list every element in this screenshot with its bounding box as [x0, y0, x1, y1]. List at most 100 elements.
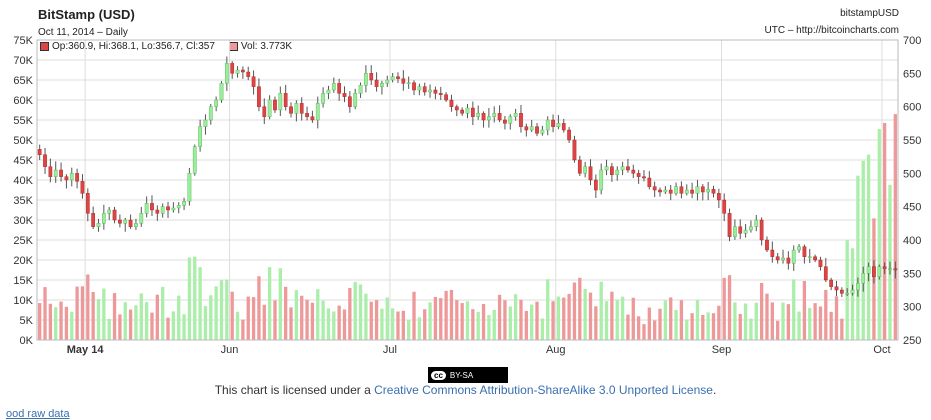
volume-bar	[578, 277, 582, 340]
volume-bar	[562, 297, 566, 340]
volume-bar	[305, 299, 309, 340]
volume-bar	[118, 314, 122, 340]
volume-bar	[658, 308, 662, 340]
candle-body	[711, 189, 716, 194]
candle-body	[695, 186, 700, 194]
candle-body	[759, 219, 764, 241]
candle-body	[91, 213, 96, 227]
candle-body	[567, 129, 571, 141]
price-tick-label: 400	[903, 235, 921, 247]
volume-bar	[706, 312, 710, 340]
candle-body	[492, 113, 497, 117]
price-tick-label: 450	[903, 202, 921, 214]
volume-bar	[588, 292, 593, 340]
candle-body	[561, 123, 566, 131]
volume-bar	[717, 305, 721, 340]
volume-tick-label: 30K	[13, 215, 33, 227]
candle-body	[214, 99, 219, 107]
volume-bar	[759, 282, 764, 340]
volume-bar	[171, 311, 176, 340]
volume-bar	[278, 268, 282, 340]
candle-body	[64, 176, 69, 181]
volume-bar	[877, 129, 881, 340]
x-tick-label: Sep	[712, 344, 732, 356]
volume-bar	[599, 281, 603, 340]
volume-bar	[219, 280, 224, 340]
candle-body	[390, 76, 395, 81]
candle-body	[877, 266, 882, 277]
candle-body	[706, 189, 711, 193]
candle-body	[417, 86, 422, 91]
volume-bar	[107, 318, 111, 340]
volume-bar	[743, 303, 748, 340]
volume-bar	[685, 319, 689, 340]
candle-body	[465, 107, 470, 114]
volume-bar	[615, 299, 619, 340]
volume-bar	[530, 304, 534, 340]
volume-bar	[257, 276, 261, 340]
candle-body	[422, 86, 427, 93]
candle-body	[321, 93, 325, 104]
volume-bar	[177, 295, 181, 340]
volume-bar	[59, 301, 63, 340]
volume-bar	[91, 292, 95, 340]
candle-body	[433, 89, 438, 94]
candle-body	[331, 83, 336, 91]
volume-bar	[38, 303, 42, 340]
volume-bar	[455, 300, 459, 340]
raw-data-link[interactable]: ood raw data	[6, 408, 70, 420]
candle-body	[85, 193, 90, 214]
plot-border	[36, 39, 899, 341]
candle-body	[513, 113, 518, 117]
candle-body	[823, 266, 828, 281]
cc-license-badge[interactable]: cc BY-SA	[428, 367, 508, 383]
candle-body	[481, 113, 486, 121]
candle-body	[43, 154, 47, 167]
volume-bar	[332, 311, 336, 340]
volume-bar	[893, 114, 897, 341]
candle-body	[631, 169, 636, 174]
volume-bar	[519, 299, 523, 340]
volume-bar	[524, 310, 528, 340]
candle-body	[369, 73, 374, 81]
volume-bar	[401, 310, 405, 340]
volume-bar	[251, 297, 256, 340]
volume-tick-label: 5K	[20, 315, 34, 327]
volume-bar	[198, 267, 202, 340]
volume-bar	[824, 289, 828, 340]
candle-body	[337, 83, 342, 94]
volume-bar	[369, 301, 373, 340]
candle-body	[866, 266, 871, 274]
candle-body	[556, 123, 561, 127]
volume-bar	[813, 303, 817, 340]
candle-body	[503, 119, 507, 124]
price-tick-label: 700	[903, 35, 921, 47]
volume-tick-label: 35K	[13, 195, 33, 207]
legend-ohlc-text: Op:360.9, Hi:368.1, Lo:356.7, Cl:357	[52, 41, 215, 52]
candle-body	[118, 219, 122, 224]
candle-body	[166, 206, 170, 211]
candle-body	[358, 85, 363, 94]
candle-body	[839, 289, 844, 294]
candle-body	[508, 116, 513, 124]
candle-body	[829, 279, 834, 287]
candle-body	[620, 166, 625, 171]
volume-tick-label: 60K	[13, 95, 33, 107]
volume-bar	[209, 295, 213, 340]
candle-body	[690, 189, 694, 194]
volume-bar	[390, 308, 395, 340]
volume-bar	[546, 279, 550, 340]
price-volume-chart[interactable]: 0K 5K 10K 15K 20K 25K 30K 35K 40K 45K 50K 55K 60K 65K…	[0, 0, 931, 360]
candle-body	[59, 169, 63, 177]
volume-bar	[626, 314, 630, 340]
volume-bar	[781, 302, 785, 340]
volume-bar	[64, 306, 69, 340]
candle-body	[396, 76, 400, 79]
license-link[interactable]: Creative Commons Attribution-ShareAlike …	[374, 383, 713, 397]
volume-bar	[316, 289, 320, 340]
candle-body	[273, 99, 277, 111]
volume-bar	[770, 302, 774, 340]
candle-body	[101, 213, 106, 224]
volume-bar	[182, 314, 186, 340]
candle-body	[599, 169, 604, 191]
